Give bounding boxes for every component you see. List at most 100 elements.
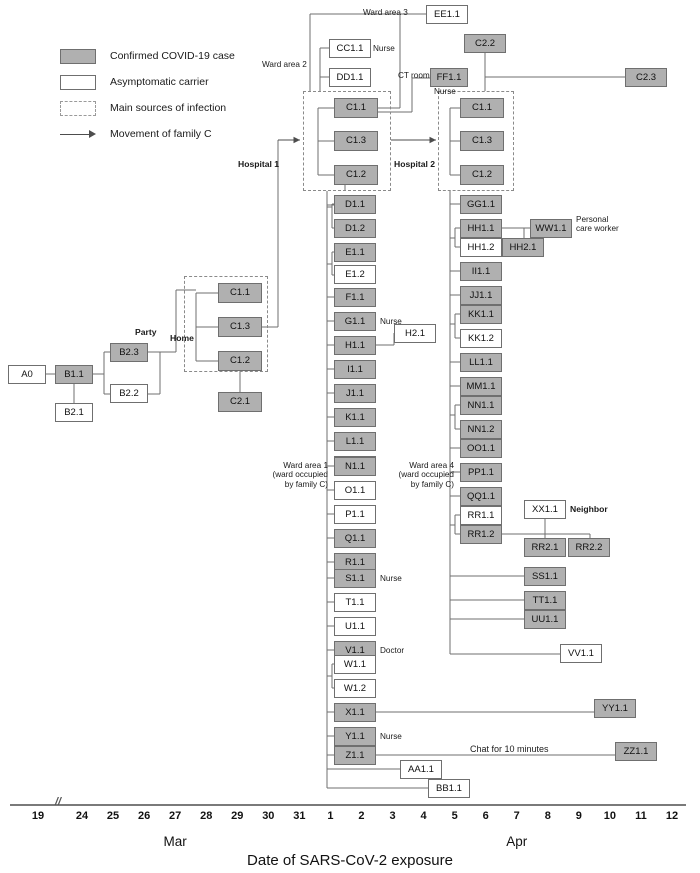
label-hospital-1: Hospital 1: [238, 159, 280, 169]
case-node-label: H2.1: [404, 327, 426, 339]
case-node-label: C1.3: [345, 135, 367, 147]
case-node-w1-1: W1.1: [334, 655, 376, 674]
case-node-label: C1.2: [471, 169, 493, 181]
case-node-n1-1: N1.1: [334, 457, 376, 476]
label-ward-area-2: Ward area 2: [262, 60, 307, 69]
case-node-label: C1.1: [471, 102, 493, 114]
case-node-nn1-1: NN1.1: [460, 396, 502, 415]
label-neighbor: Neighbor: [570, 504, 608, 514]
case-node-y1-1: Y1.1: [334, 727, 376, 746]
main-sources-box-sources-left: [184, 276, 268, 372]
case-node-label: H1.1: [344, 339, 366, 351]
case-node-kk1-2: KK1.2: [460, 329, 502, 348]
case-node-label: HH1.1: [467, 222, 495, 234]
case-node-h2-1: H2.1: [394, 324, 436, 343]
case-node-j1-1: J1.1: [334, 384, 376, 403]
case-node-label: JJ1.1: [469, 289, 493, 301]
case-node-d1-2: D1.2: [334, 219, 376, 238]
axis-tick-26: 26: [137, 810, 151, 822]
axis-title: Date of SARS-CoV-2 exposure: [247, 852, 453, 869]
case-node-label: HH2.1: [509, 241, 537, 253]
case-node-label: NN1.1: [467, 399, 495, 411]
case-node-label: RR2.1: [531, 541, 559, 553]
case-node-label: MM1.1: [466, 380, 496, 392]
case-node-l1-1: L1.1: [334, 432, 376, 451]
case-node-h1-1: H1.1: [334, 336, 376, 355]
case-node-s1-1: S1.1: [334, 569, 376, 588]
legend-item-confirmed: Confirmed COVID-19 case: [60, 45, 235, 67]
case-node-label: E1.2: [345, 268, 365, 280]
case-node-label: YY1.1: [602, 702, 628, 714]
case-node-b2-3: B2.3: [110, 343, 148, 362]
axis-tick-7: 7: [513, 810, 520, 822]
case-node-label: B1.1: [64, 368, 84, 380]
label-nurse-cc11: Nurse: [373, 44, 395, 53]
label-nurse-y11: Nurse: [380, 732, 402, 741]
case-node-c2-3: C2.3: [625, 68, 667, 87]
axis-tick-19: 19: [31, 810, 45, 822]
case-node-bb1-1: BB1.1: [428, 779, 470, 798]
case-node-ll1-1: LL1.1: [460, 353, 502, 372]
label-nurse-s11: Nurse: [380, 574, 402, 583]
case-node-label: C1.2: [345, 169, 367, 181]
axis-tick-4: 4: [420, 810, 427, 822]
case-node-c1-1a: C1.1: [218, 283, 262, 303]
case-node-label: C2.2: [474, 37, 496, 49]
case-node-label: KK1.1: [468, 308, 494, 320]
legend-label-movement: Movement of family C: [110, 128, 212, 140]
case-node-label: BB1.1: [436, 782, 462, 794]
label-ward-area-4: Ward area 4 (ward occupied by family C): [398, 461, 454, 489]
axis-tick-1: 1: [327, 810, 334, 822]
axis-tick-31: 31: [293, 810, 306, 822]
axis-break-icon: //: [55, 796, 62, 808]
label-ward-area-1: Ward area 1 (ward occupied by family C): [272, 461, 328, 489]
label-ward-area-3: Ward area 3: [363, 8, 408, 17]
case-node-d1-1: D1.1: [334, 195, 376, 214]
case-node-k1-1: K1.1: [334, 408, 376, 427]
legend: Confirmed COVID-19 case Asymptomatic car…: [60, 45, 235, 149]
case-node-hh1-2: HH1.2: [460, 238, 502, 257]
case-node-label: CC1.1: [336, 42, 364, 54]
axis-tick-8: 8: [544, 810, 551, 822]
main-sources-box-sources-hospital1: [303, 91, 391, 191]
case-node-label: N1.1: [344, 460, 366, 472]
case-node-label: E1.1: [345, 246, 365, 258]
case-node-oo1-1: OO1.1: [460, 439, 502, 458]
label-chat-10-minutes: Chat for 10 minutes: [470, 744, 549, 754]
time-axis: // 19 24 25 26 27 28 29 30 31 1 2 3 4 5 6 7 8 9 10 11 12 Mar…: [0, 796, 700, 873]
case-node-label: FF1.1: [436, 71, 462, 83]
legend-item-movement: Movement of family C: [60, 123, 235, 145]
case-node-label: C1.1: [345, 102, 367, 114]
case-node-label: X1.1: [345, 706, 365, 718]
label-nurse-g11: Nurse: [380, 317, 402, 326]
axis-tick-3: 3: [389, 810, 396, 822]
case-node-label: B2.1: [64, 406, 84, 418]
case-node-label: G1.1: [344, 315, 366, 327]
case-node-yy1-1: YY1.1: [594, 699, 636, 718]
case-node-label: D1.2: [344, 222, 366, 234]
axis-tick-12: 12: [665, 810, 679, 822]
case-node-label: W1.2: [343, 682, 367, 694]
case-node-label: Z1.1: [345, 749, 365, 761]
case-node-label: T1.1: [345, 596, 365, 608]
case-node-rr2-1: RR2.1: [524, 538, 566, 557]
case-node-label: F1.1: [345, 291, 365, 303]
case-node-b1-1: B1.1: [55, 365, 93, 384]
label-home: Home: [170, 333, 194, 343]
case-node-jj1-1: JJ1.1: [460, 286, 502, 305]
case-node-label: VV1.1: [568, 647, 594, 659]
case-node-cc1-1: CC1.1: [329, 39, 371, 58]
case-node-label: EE1.1: [434, 8, 460, 20]
legend-label-confirmed: Confirmed COVID-19 case: [110, 50, 235, 62]
label-hospital-2: Hospital 2: [394, 159, 436, 169]
case-node-b2-2: B2.2: [110, 384, 148, 403]
axis-month-mar: Mar: [163, 834, 187, 849]
case-node-label: RR2.2: [575, 541, 603, 553]
case-node-label: II1.1: [471, 265, 491, 277]
case-node-ee1-1: EE1.1: [426, 5, 468, 24]
case-node-c2-2: C2.2: [464, 34, 506, 53]
case-node-label: KK1.2: [468, 332, 494, 344]
case-node-rr1-2: RR1.2: [460, 525, 502, 544]
axis-tick-24: 24: [75, 810, 89, 822]
main-sources-box-sources-hospital2: [438, 91, 514, 191]
